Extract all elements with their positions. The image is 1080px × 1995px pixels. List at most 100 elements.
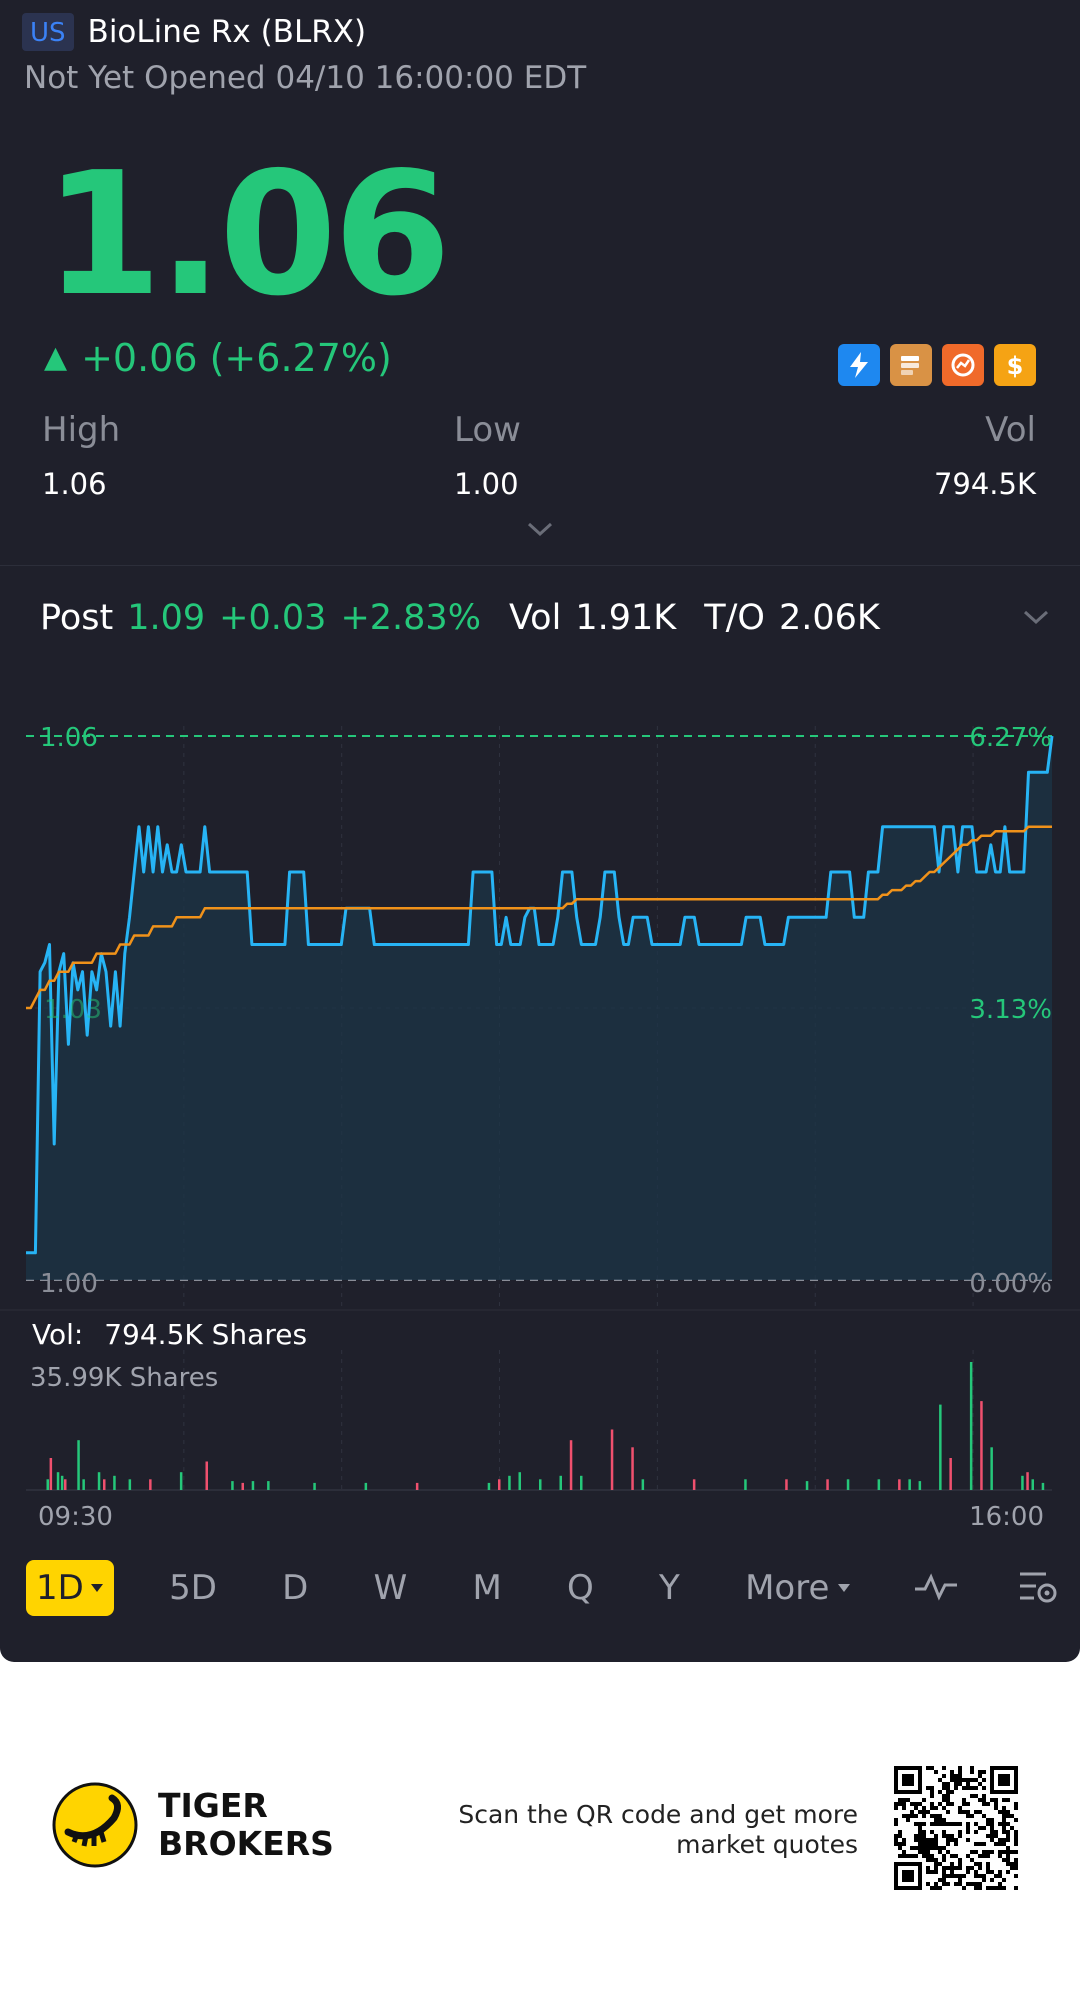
qr-module xyxy=(954,1822,958,1826)
qr-module xyxy=(990,1870,994,1874)
qr-module xyxy=(946,1782,950,1786)
qr-module xyxy=(1014,1842,1018,1846)
qr-module xyxy=(930,1806,934,1810)
qr-module xyxy=(970,1814,974,1818)
qr-module xyxy=(942,1854,946,1858)
qr-module xyxy=(986,1870,990,1874)
qr-module xyxy=(974,1794,978,1798)
volume-bar xyxy=(539,1479,542,1490)
qr-module xyxy=(994,1806,998,1810)
qr-module xyxy=(934,1838,938,1842)
qr-module xyxy=(938,1818,942,1822)
qr-module xyxy=(1002,1842,1006,1846)
svg-text:$: $ xyxy=(1007,352,1024,380)
qr-module xyxy=(954,1782,958,1786)
volume-bar xyxy=(205,1461,208,1490)
qr-module xyxy=(958,1782,962,1786)
tiger-brokers-brand: TIGER BROKERS xyxy=(52,1782,334,1868)
qr-module xyxy=(1006,1858,1010,1862)
average-price-line xyxy=(26,825,1052,1010)
qr-module xyxy=(898,1846,902,1850)
qr-module xyxy=(1014,1874,1018,1878)
pct-axis-bottom-label: 0.00% xyxy=(969,1269,1052,1299)
post-change: +0.03 xyxy=(219,598,327,638)
qr-module xyxy=(990,1822,994,1826)
qr-module xyxy=(962,1798,966,1802)
low-value: 1.00 xyxy=(454,467,519,501)
qr-module xyxy=(946,1810,950,1814)
tab-y[interactable]: Y xyxy=(659,1568,680,1608)
volume-bar xyxy=(60,1475,64,1490)
qr-module xyxy=(906,1798,910,1802)
chart-ring-icon[interactable] xyxy=(942,344,984,386)
qr-module xyxy=(926,1870,930,1874)
qr-module xyxy=(986,1850,990,1854)
expand-chevron-icon[interactable] xyxy=(526,520,554,542)
volume-bar xyxy=(241,1482,244,1490)
price-chart[interactable]: 1.06 1.00 1.03 6.27% 3.13% 0.00% xyxy=(0,700,1080,1320)
dollar-icon[interactable]: $ xyxy=(994,344,1036,386)
qr-module xyxy=(966,1802,970,1806)
qr-module xyxy=(1014,1886,1018,1890)
qr-module xyxy=(998,1838,1002,1842)
lightning-icon[interactable] xyxy=(838,344,880,386)
tab-d[interactable]: D xyxy=(282,1568,309,1608)
post-chevron-icon[interactable] xyxy=(1022,608,1050,630)
qr-module xyxy=(902,1806,906,1810)
qr-module xyxy=(970,1866,974,1870)
tab-1d[interactable]: 1D xyxy=(26,1560,114,1616)
qr-module xyxy=(918,1842,922,1846)
qr-module xyxy=(934,1858,938,1862)
qr-module xyxy=(974,1882,978,1886)
qr-module xyxy=(1014,1850,1018,1854)
brand-line-1: TIGER xyxy=(158,1786,268,1825)
qr-module xyxy=(894,1842,898,1846)
qr-module xyxy=(986,1822,990,1826)
volume-bar xyxy=(846,1479,850,1490)
qr-module xyxy=(918,1830,922,1834)
qr-module xyxy=(966,1786,970,1790)
volume-bar xyxy=(980,1401,983,1490)
qr-module xyxy=(922,1822,926,1826)
qr-module xyxy=(986,1834,990,1838)
qr-module xyxy=(926,1846,930,1850)
level-icon[interactable] xyxy=(890,344,932,386)
qr-module xyxy=(950,1778,954,1782)
tab-5d[interactable]: 5D xyxy=(169,1568,217,1608)
volume-bar xyxy=(990,1447,993,1490)
qr-module xyxy=(922,1798,926,1802)
qr-module xyxy=(958,1766,962,1770)
qr-module xyxy=(946,1790,950,1794)
qr-module xyxy=(958,1878,962,1882)
more-dropdown[interactable]: More xyxy=(735,1560,861,1616)
qr-module xyxy=(990,1838,994,1842)
qr-module xyxy=(946,1798,950,1802)
tab-q[interactable]: Q xyxy=(567,1568,594,1608)
indicator-icon[interactable] xyxy=(907,1569,965,1607)
qr-module xyxy=(998,1882,1002,1886)
qr-module xyxy=(966,1870,970,1874)
qr-module xyxy=(990,1818,994,1822)
qr-module xyxy=(946,1822,950,1826)
caret-down-icon xyxy=(838,1584,851,1592)
qr-module xyxy=(958,1874,962,1878)
qr-module xyxy=(914,1814,918,1818)
volume-bar xyxy=(1041,1482,1045,1490)
volume-chart[interactable] xyxy=(0,1350,1080,1500)
chart-settings-icon[interactable] xyxy=(1010,1566,1066,1610)
qr-module xyxy=(930,1822,934,1826)
tab-m[interactable]: M xyxy=(472,1568,502,1608)
tab-w[interactable]: W xyxy=(373,1568,408,1608)
market-badge: US xyxy=(22,13,74,51)
volume-bar xyxy=(103,1479,106,1490)
volume-bar xyxy=(569,1440,573,1490)
qr-module xyxy=(990,1886,994,1890)
qr-module xyxy=(934,1822,938,1826)
qr-module xyxy=(938,1822,942,1826)
qr-module xyxy=(938,1878,942,1882)
qr-module xyxy=(958,1822,962,1826)
qr-module xyxy=(942,1830,946,1834)
qr-module xyxy=(902,1850,906,1854)
qr-module xyxy=(942,1774,946,1778)
qr-code-icon xyxy=(894,1766,1018,1890)
